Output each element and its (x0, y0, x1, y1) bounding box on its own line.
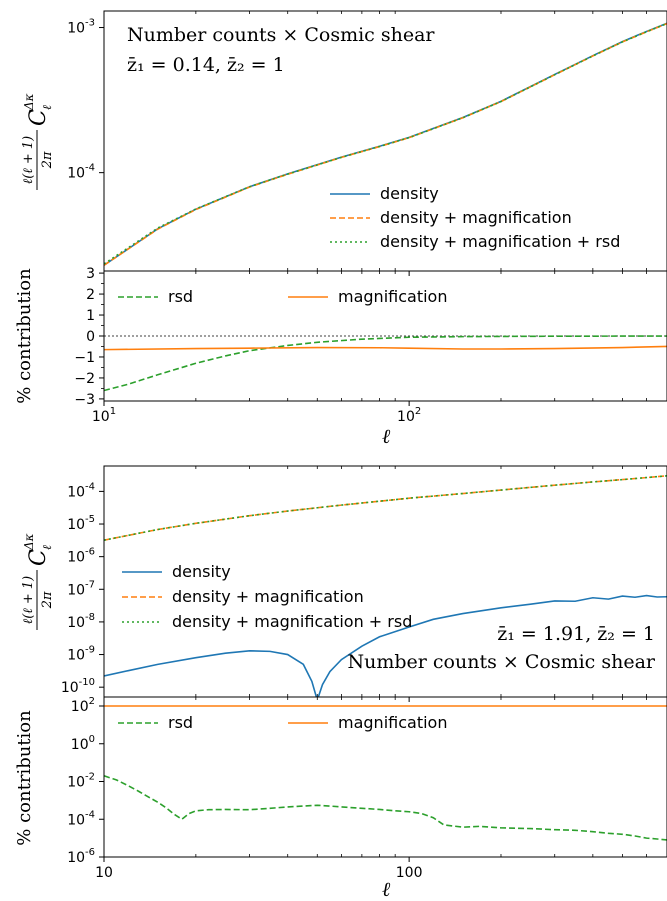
y-tick-label: 3 (86, 266, 95, 282)
x-tick-label: 100 (396, 865, 423, 881)
legend-label: rsd (168, 287, 193, 306)
top-annotations: Number counts × Cosmic shear z̄₁ = 0.14, … (21, 24, 620, 251)
y-tick-label: 10-4 (67, 809, 95, 828)
panel-annotation: z̄₁ = 1.91, z̄₂ = 1 (497, 623, 655, 645)
y-tick-label: 10-7 (67, 579, 95, 598)
chart-panel-bottom-ratio: 10-6 10-4 10-2 100 102 10 100 (67, 696, 667, 881)
x-tick-label: 102 (397, 406, 421, 425)
y-axis-label: ℓ(ℓ + 1) 2π CΔκ ℓ (21, 93, 55, 190)
plot-area (104, 475, 667, 697)
series-line-density (104, 594, 667, 697)
legend-label: density + magnification + rsd (172, 612, 412, 631)
x-tick-label: 10 (95, 865, 113, 881)
y-label-superscript: Δκ (22, 93, 36, 111)
y-tick-label: −1 (74, 350, 95, 366)
y-tick-label: 10-4 (67, 163, 95, 182)
x-tick-label: 101 (92, 406, 116, 425)
chart-panel-top-main: 10-4 10-3 (67, 10, 667, 276)
panel-annotation: z̄₁ = 0.14, z̄₂ = 1 (127, 54, 285, 76)
legend-label: density + magnification (380, 208, 572, 227)
y-tick-label: 10-5 (67, 514, 95, 533)
legend-label: density (172, 562, 231, 581)
bottom-ratio-annotations: rsd magnification % contribution ℓ (14, 710, 447, 901)
y-tick-label: 100 (71, 734, 95, 753)
y-label-numerator: ℓ(ℓ + 1) (21, 136, 36, 184)
y-tick-label: 10-10 (61, 677, 95, 696)
top-ratio-annotations: rsd magnification % contribution ℓ (14, 268, 447, 448)
legend-label: magnification (338, 287, 447, 306)
y-label-denominator: 2π (40, 591, 55, 609)
plot-area (104, 335, 667, 392)
series-line-density-magnification (104, 475, 667, 541)
series-line-density-magnification-rsd (104, 475, 667, 541)
y-tick-label: 10-8 (67, 612, 95, 631)
panel-annotation: Number counts × Cosmic shear (348, 651, 656, 673)
series-line-density-magnification-rsd (104, 22, 667, 265)
series-line-rsd (104, 775, 667, 841)
legend-label: magnification (338, 713, 447, 732)
y-label-subscript: ℓ (40, 105, 54, 110)
panel-annotation: Number counts × Cosmic shear (127, 24, 435, 46)
bottom-annotations: z̄₁ = 1.91, z̄₂ = 1 Number counts × Cosmi… (21, 533, 656, 673)
y-tick-label: 10-4 (67, 481, 95, 500)
y-label-numerator: ℓ(ℓ + 1) (21, 576, 36, 624)
y-tick-label: 0 (86, 329, 95, 345)
y-tick-label: 10-9 (67, 645, 95, 664)
y-axis-label: % contribution (14, 268, 35, 404)
series-line-rsd (104, 335, 667, 392)
series-line-magnification (104, 345, 667, 351)
legend-label: density (380, 184, 439, 203)
y-label-subscript: ℓ (40, 545, 54, 550)
y-tick-label: 102 (71, 696, 95, 715)
y-tick-label: 10-6 (67, 547, 95, 566)
y-tick-label: −2 (74, 371, 95, 387)
axes-frame (103, 696, 667, 858)
y-tick-label: 10-2 (67, 772, 95, 791)
plot-area (104, 22, 667, 266)
x-axis-label: ℓ (382, 424, 391, 448)
y-label-superscript: Δκ (22, 533, 36, 551)
y-label-symbol: C (26, 109, 51, 126)
legend-label: density + magnification + rsd (380, 232, 620, 251)
x-axis-label: ℓ (382, 877, 391, 901)
y-axis-label: % contribution (14, 710, 35, 846)
y-axis-label: ℓ(ℓ + 1) 2π CΔκ ℓ (21, 533, 55, 630)
y-tick-label: 10-6 (67, 847, 95, 866)
y-tick-label: −3 (74, 392, 95, 408)
y-label-symbol: C (26, 549, 51, 566)
chart-panel-top-ratio: −3 −2 −1 0 1 2 3 101 102 (74, 266, 667, 425)
y-tick-label: 1 (86, 308, 95, 324)
y-label-denominator: 2π (40, 151, 55, 169)
legend-label: density + magnification (172, 587, 364, 606)
legend-label: rsd (168, 713, 193, 732)
plot-area (104, 705, 667, 841)
y-tick-label: 2 (86, 287, 95, 303)
y-tick-label: 10-3 (67, 18, 95, 37)
